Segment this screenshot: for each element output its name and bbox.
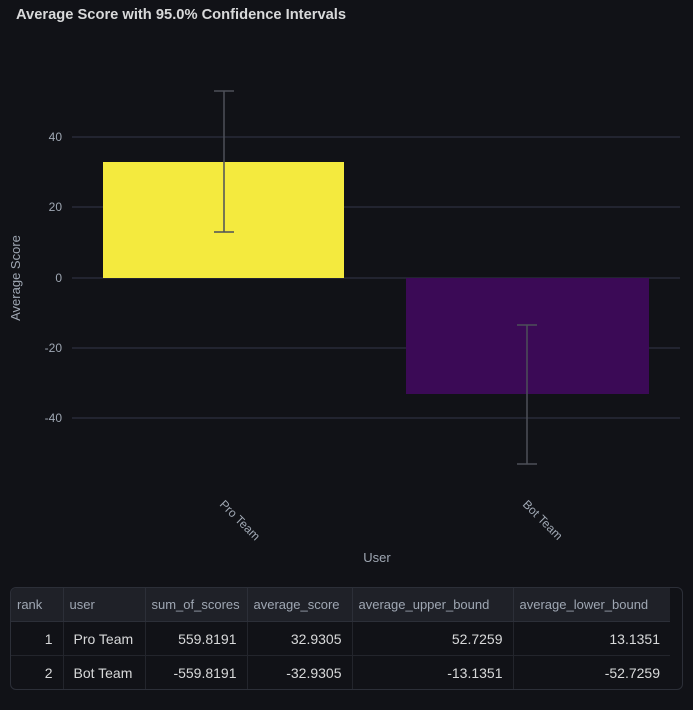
- svg-text:20: 20: [49, 200, 63, 214]
- svg-text:0: 0: [55, 271, 62, 285]
- svg-text:-20: -20: [45, 341, 63, 355]
- svg-text:User: User: [363, 550, 391, 565]
- svg-text:Average Score: Average Score: [8, 235, 23, 321]
- svg-text:-40: -40: [45, 411, 63, 425]
- svg-text:Pro Team: Pro Team: [217, 497, 263, 543]
- svg-text:Bot Team: Bot Team: [520, 497, 566, 543]
- svg-text:40: 40: [49, 130, 63, 144]
